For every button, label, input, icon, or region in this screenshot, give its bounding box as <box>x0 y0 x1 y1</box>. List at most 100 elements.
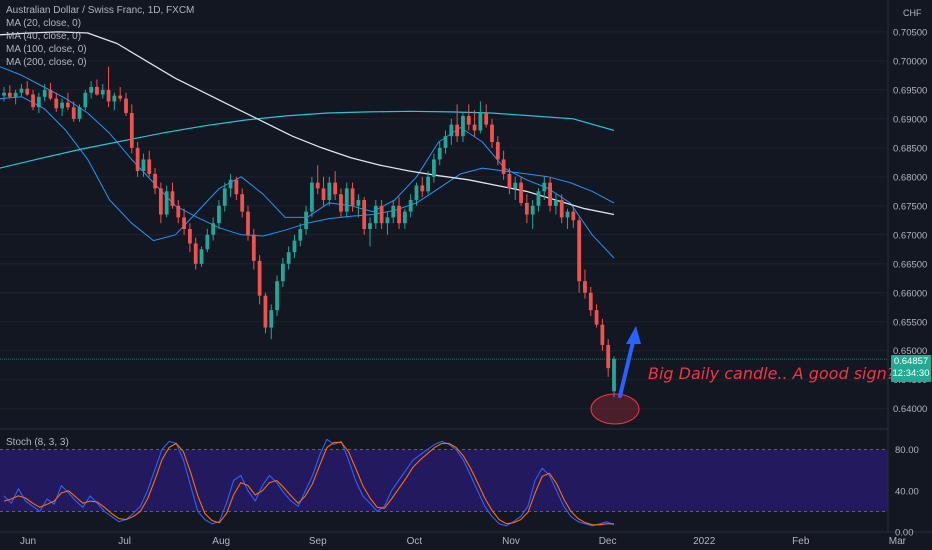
price-tick-label: 0.68000 <box>893 172 927 183</box>
candle-body <box>414 185 419 201</box>
candle-body <box>478 113 483 131</box>
candle-body <box>559 200 564 218</box>
candle-body <box>286 252 291 264</box>
price-tick-label: 0.69500 <box>893 85 927 96</box>
last-price-tag: 0.64857 12:34:30 <box>891 355 931 382</box>
candle-body <box>240 194 245 212</box>
time-axis[interactable]: Jun Jul Aug Sep Oct Nov Dec 2022 Feb Mar <box>20 536 907 547</box>
legend-ma-40[interactable]: MA (40, close, 0) <box>6 31 82 42</box>
candle-body <box>118 95 123 99</box>
price-tick-label: 0.65000 <box>893 346 927 357</box>
candle-body <box>176 205 181 218</box>
candle-body <box>368 223 372 229</box>
candle-body <box>524 202 529 215</box>
candle-body <box>7 92 12 97</box>
candle-body <box>513 182 518 189</box>
candle-body <box>432 159 436 177</box>
candle-body <box>402 211 407 224</box>
price-tick-label: 0.67000 <box>893 230 927 241</box>
candlesticks <box>2 66 616 398</box>
price-tick-label: 0.65500 <box>893 317 927 328</box>
candle-body <box>112 95 117 102</box>
price-tick-label: 0.70500 <box>893 27 927 38</box>
candle-body <box>321 188 326 201</box>
candle-body <box>36 96 41 108</box>
candle-body <box>246 211 250 235</box>
price-unit-label: CHF <box>903 8 922 18</box>
candle-body <box>54 98 59 109</box>
price-tick-label: 0.68500 <box>893 143 927 154</box>
last-price-value: 0.64857 <box>893 356 929 367</box>
candle-body <box>583 281 587 293</box>
legend-ma-100[interactable]: MA (100, close, 0) <box>6 44 87 55</box>
time-tick-label: 2022 <box>693 536 716 547</box>
stoch-legend[interactable]: Stoch (8, 3, 3) <box>6 437 69 448</box>
candle-body <box>426 176 430 192</box>
candle-body <box>31 94 35 108</box>
candle-body <box>600 324 605 345</box>
candle-body <box>484 113 489 125</box>
candle-body <box>304 211 308 229</box>
candle-body <box>472 124 477 131</box>
time-tick-label: Aug <box>212 536 230 547</box>
candle-body <box>548 182 552 206</box>
legend-ma-200[interactable]: MA (200, close, 0) <box>6 57 87 68</box>
candle-body <box>519 182 523 203</box>
candle-body <box>466 115 471 125</box>
price-tick-label: 0.66000 <box>893 288 927 299</box>
candle-body <box>89 86 94 93</box>
candle-body <box>71 107 76 119</box>
candle-body <box>217 205 221 224</box>
candle-body <box>188 228 192 244</box>
candle-body <box>362 200 367 229</box>
candle-body <box>269 310 274 328</box>
ma-line <box>0 110 615 169</box>
candle-body <box>310 182 314 212</box>
candle-body <box>379 205 384 224</box>
candle-body <box>397 205 401 224</box>
price-tick-label: 0.70000 <box>893 56 927 67</box>
candle-body <box>77 107 82 119</box>
candle-body <box>147 159 152 174</box>
candle-body <box>95 86 99 95</box>
candle-body <box>507 173 512 189</box>
candle-body <box>106 89 111 102</box>
ma-line <box>0 31 615 216</box>
candle-body <box>100 89 105 95</box>
candle-body <box>385 217 390 224</box>
stoch-axis[interactable]: 80.00 40.00 0.00 <box>895 445 919 538</box>
time-tick-label: Feb <box>792 536 810 547</box>
time-tick-label: Nov <box>502 536 520 547</box>
candle-body <box>298 228 303 241</box>
stoch-tick-label: 40.00 <box>895 486 919 497</box>
candle-body <box>339 194 343 212</box>
ma-line <box>0 96 615 259</box>
candle-body <box>83 92 88 108</box>
price-tick-label: 0.64000 <box>893 404 927 415</box>
highlight-ellipse <box>590 393 640 425</box>
up-arrow <box>618 326 641 398</box>
symbol-title[interactable]: Australian Dollar / Swiss Franc, 1D, FXC… <box>6 5 195 16</box>
candle-body <box>565 211 570 218</box>
candle-body <box>42 89 47 97</box>
candle-body <box>13 92 18 97</box>
candle-body <box>594 310 599 325</box>
candle-body <box>356 200 361 206</box>
candle-body <box>199 249 204 264</box>
stochastic-panel <box>0 438 888 527</box>
stoch-lines <box>3 438 615 527</box>
candle-body <box>228 179 233 189</box>
candle-body <box>344 188 349 212</box>
candle-body <box>455 124 460 137</box>
candle-body <box>170 191 175 206</box>
candle-body <box>292 240 297 253</box>
candle-body <box>315 182 320 189</box>
legend: Australian Dollar / Swiss Franc, 1D, FXC… <box>6 4 194 69</box>
time-tick-label: Jul <box>118 536 131 547</box>
candle-body <box>391 205 396 218</box>
candle-body <box>205 234 210 250</box>
legend-ma-20[interactable]: MA (20, close, 0) <box>6 18 82 29</box>
grid <box>0 31 888 410</box>
time-tick-label: Oct <box>407 536 423 547</box>
